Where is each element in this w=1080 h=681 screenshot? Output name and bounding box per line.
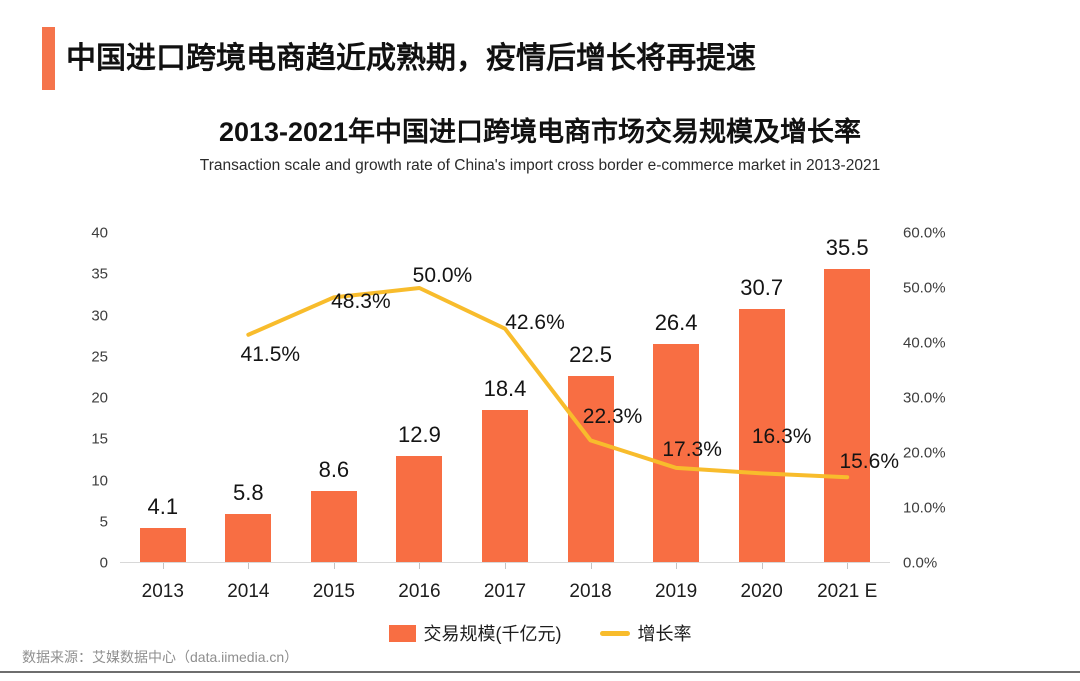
bar-value-label: 8.6 [318,457,350,483]
left-axis-tick: 10 [91,472,108,489]
x-axis-tick [162,563,164,569]
growth-point-label: 48.3% [331,290,391,314]
bottom-rule [0,671,1080,673]
left-axis-tick: 35 [91,265,108,283]
legend-label-transaction-scale: 交易规模(千亿元) [423,624,562,644]
x-axis: 2013 2014 2015 2016 2017 2018 2019 2020 2021 E [120,581,890,611]
legend-item-growth-rate: 增长率 [599,620,692,646]
bar-value-label: 12.9 [398,421,441,447]
bar [824,269,871,562]
x-axis-tick [333,563,335,569]
x-axis-label: 2018 [569,581,612,602]
right-axis-tick: 60.0% [903,224,946,242]
bar [482,410,528,562]
bar [310,491,357,562]
bar [738,308,785,562]
bar-series-swatch-icon [388,624,416,642]
x-axis-label: 2021 E [817,581,878,602]
growth-point-label: 50.0% [412,264,473,287]
x-axis-tick [505,563,506,569]
x-axis-label: 2015 [312,581,356,602]
legend-label-growth-rate: 增长率 [637,624,692,644]
left-axis-tick: 15 [91,430,108,448]
header-accent-bar [42,27,55,90]
bar-value-label: 4.1 [147,494,179,520]
x-axis-label: 2013 [141,581,184,602]
left-axis-tick: 0 [99,554,108,572]
right-axis: 0.0% 10.0% 20.0% 30.0% 40.0% 50.0% 60.0% [903,225,978,572]
bar [567,376,614,562]
growth-point-label: 16.3% [751,425,812,449]
bar [225,514,272,562]
x-axis-tick [847,563,849,569]
bar [139,528,186,562]
line-series-swatch-icon [599,630,630,636]
right-axis-tick: 10.0% [903,499,946,517]
growth-point-label: 22.3% [582,405,643,429]
bar-value-label: 18.4 [483,376,527,402]
footer-source: 数据来源：艾媒数据中心（data.iimedia.cn） [22,649,299,665]
growth-point-label: 15.6% [839,450,899,474]
chart-subtitle: Transaction scale and growth rate of Chi… [199,157,881,174]
right-axis-tick: 50.0% [903,279,946,297]
plot-area: 4.1 5.8 8.6 12.9 18.4 22.5 26.4 30.7 35.5 41.5% 48… [120,233,899,569]
x-axis-tick [590,563,592,569]
x-axis-label: 2017 [483,581,527,602]
x-axis-baseline [120,562,890,563]
x-axis-tick [419,563,421,569]
left-axis-tick: 5 [99,513,108,531]
x-axis-label: 2019 [654,581,698,602]
bar [396,455,443,562]
bar-value-label: 5.8 [233,480,264,506]
x-axis-label: 2014 [227,581,270,602]
bar-value-label: 35.5 [825,235,869,261]
growth-point-label: 42.6% [505,310,565,334]
bar-value-label: 22.5 [569,342,612,368]
bar [653,344,700,562]
right-axis-tick: 40.0% [903,334,946,352]
x-axis-label: 2016 [398,581,441,602]
x-axis-label: 2020 [740,581,783,602]
growth-line [246,286,850,480]
right-axis-tick: 30.0% [903,389,946,407]
left-axis-tick: 25 [91,348,108,366]
bar-value-label: 26.4 [654,310,698,336]
right-axis-tick: 0.0% [903,554,938,572]
growth-point-label: 17.3% [662,437,722,461]
left-axis-tick: 20 [91,389,108,407]
left-axis: 0 5 10 15 20 25 30 35 40 [58,225,108,572]
left-axis-tick: 40 [91,224,108,242]
bar-value-label: 30.7 [740,274,784,300]
chart-title: 2013-2021年中国进口跨境电商市场交易规模及增长率 [218,117,862,147]
growth-point-label: 41.5% [240,342,301,366]
x-axis-tick [248,563,250,569]
left-axis-tick: 30 [91,307,108,324]
page-title: 中国进口跨境电商趋近成熟期，疫情后增长将再提速 [66,42,756,75]
x-axis-tick [761,563,763,569]
legend-item-transaction-scale: 交易规模(千亿元) [388,620,562,646]
right-axis-tick: 20.0% [903,444,946,462]
legend: 交易规模(千亿元) 增长率 [0,620,1080,646]
x-axis-tick [676,563,678,569]
